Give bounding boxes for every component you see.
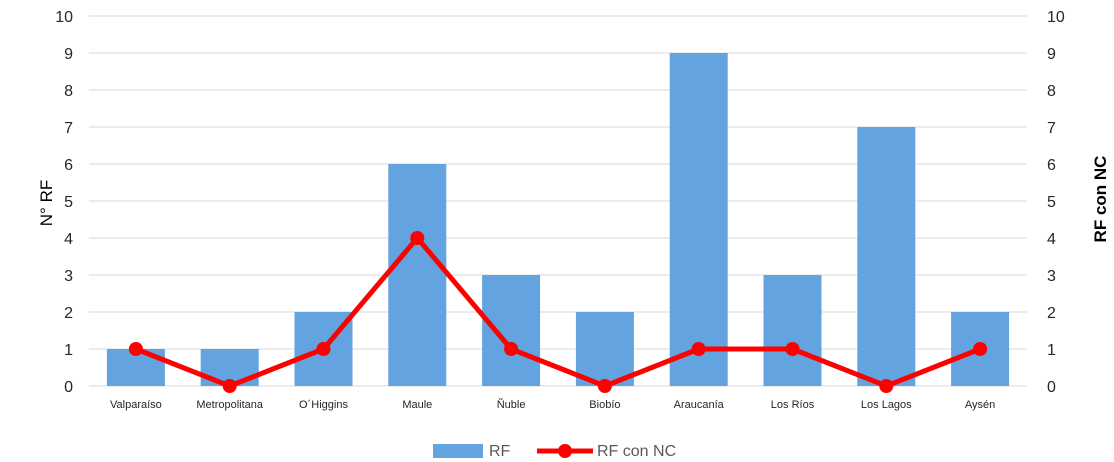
bar-rf	[857, 127, 916, 386]
left-axis-title: N° RF	[37, 180, 56, 226]
left-tick-label: 0	[64, 379, 73, 396]
right-tick-label: 0	[1047, 379, 1056, 396]
point-rf-con-nc	[785, 342, 800, 356]
point-rf-con-nc	[316, 342, 331, 356]
legend-marker-rf-con-nc	[558, 444, 572, 458]
category-axis-labels: Valparaíso Metropolitana O´Higgins Maule Ñub…	[110, 398, 995, 411]
category-label: Metropolitana	[196, 399, 264, 411]
point-rf-con-nc	[691, 342, 706, 356]
bar-rf	[575, 312, 634, 386]
right-tick-label: 5	[1047, 194, 1056, 211]
bar-rf	[763, 275, 822, 386]
point-rf-con-nc	[128, 342, 143, 356]
right-tick-label: 2	[1047, 305, 1056, 322]
legend: RF RF con NC	[433, 443, 676, 460]
right-axis-title: RF con NC	[1091, 156, 1110, 243]
category-label: Maule	[402, 399, 432, 411]
point-rf-con-nc	[973, 342, 988, 356]
right-tick-label: 3	[1047, 268, 1056, 285]
bar-rf	[388, 164, 447, 386]
left-tick-label: 1	[64, 342, 73, 359]
left-tick-label: 10	[55, 9, 73, 26]
legend-swatch-rf	[433, 444, 483, 458]
left-tick-label: 6	[64, 157, 73, 174]
right-axis-ticks: 0 1 2 3 4 5 6 7 8 9 10	[1047, 9, 1065, 396]
left-tick-label: 8	[64, 83, 73, 100]
bar-rf	[482, 275, 541, 386]
point-rf-con-nc	[504, 342, 519, 356]
category-label: Araucanía	[674, 399, 725, 411]
right-tick-label: 7	[1047, 120, 1056, 137]
right-tick-label: 10	[1047, 9, 1065, 26]
point-rf-con-nc	[879, 379, 894, 393]
left-tick-label: 2	[64, 305, 73, 322]
category-label: Valparaíso	[110, 399, 162, 411]
category-label: Los Lagos	[861, 399, 912, 411]
left-tick-label: 9	[64, 46, 73, 63]
bar-series-rf	[106, 53, 1010, 386]
point-rf-con-nc	[222, 379, 237, 393]
right-tick-label: 6	[1047, 157, 1056, 174]
right-tick-label: 8	[1047, 83, 1056, 100]
legend-label-rf-con-nc: RF con NC	[597, 443, 676, 460]
right-tick-label: 1	[1047, 342, 1056, 359]
category-label: Ñuble	[497, 398, 526, 411]
left-tick-label: 7	[64, 120, 73, 137]
series-line-rf-con-nc	[134, 235, 982, 389]
category-label: O´Higgins	[299, 399, 348, 411]
point-rf-con-nc	[597, 379, 612, 393]
left-tick-label: 5	[64, 194, 73, 211]
category-label: Aysén	[965, 399, 995, 411]
left-axis-ticks: 0 1 2 3 4 5 6 7 8 9 10	[55, 9, 73, 396]
right-tick-label: 4	[1047, 231, 1056, 248]
category-label: Los Ríos	[771, 399, 815, 411]
category-label: Biobío	[589, 399, 620, 411]
bar-rf	[669, 53, 728, 386]
line-series-rf-con-nc	[128, 231, 988, 393]
left-tick-label: 4	[64, 231, 73, 248]
point-rf-con-nc	[410, 231, 425, 245]
legend-label-rf: RF	[489, 443, 511, 460]
right-tick-label: 9	[1047, 46, 1056, 63]
left-tick-label: 3	[64, 268, 73, 285]
